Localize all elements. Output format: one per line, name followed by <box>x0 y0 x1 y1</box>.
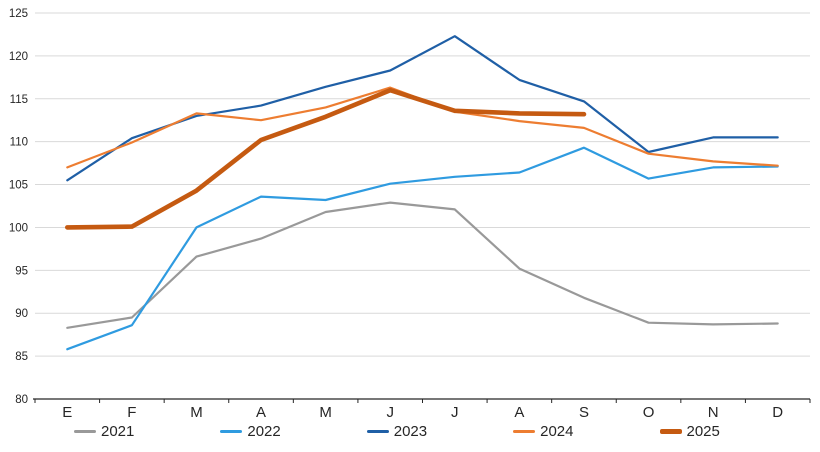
x-axis-label-M-4: M <box>319 404 332 421</box>
legend-item-2025: 2025 <box>659 423 720 440</box>
legend-swatch-2023 <box>366 430 389 433</box>
x-axis-label-F-1: F <box>127 404 136 421</box>
legend-label-2025: 2025 <box>686 423 720 440</box>
y-axis-label-90: 90 <box>15 308 28 320</box>
x-axis-label-N-10: N <box>708 404 719 421</box>
y-axis-label-110: 110 <box>10 137 28 149</box>
legend-swatch-2024 <box>513 430 536 433</box>
legend-swatch-2021 <box>74 430 96 433</box>
y-axis-label-100: 100 <box>9 222 28 234</box>
x-axis-label-A-7: A <box>514 404 524 421</box>
legend-item-2021: 2021 <box>74 424 134 439</box>
y-axis-label-125: 125 <box>9 8 28 20</box>
y-axis-label-115: 115 <box>10 94 28 106</box>
y-axis-label-95: 95 <box>15 265 28 277</box>
legend-label-2022: 2022 <box>247 423 281 440</box>
legend-item-2022: 2022 <box>220 423 281 440</box>
x-axis-label-D-11: D <box>772 404 783 421</box>
x-axis-label-J-6: J <box>451 404 459 421</box>
chart-legend: 2021 2022 2023 2024 2025 <box>74 424 720 439</box>
x-axis-label-S-8: S <box>579 404 589 421</box>
legend-label-2024: 2024 <box>540 423 574 440</box>
legend-item-2024: 2024 <box>513 423 574 440</box>
x-axis-label-O-9: O <box>643 404 655 421</box>
x-axis-label-J-5: J <box>386 404 394 421</box>
line-chart-canvas: 80 85 90 95 100 105 110 115 120 125 E F M A M J J A S O N D <box>9 8 811 421</box>
x-axis-label-A-3: A <box>256 404 266 421</box>
x-axis-label-E-0: E <box>62 404 72 421</box>
legend-label-2021: 2021 <box>101 423 135 440</box>
series-line-2023 <box>66 35 779 182</box>
y-axis-label-120: 120 <box>9 51 28 63</box>
series-line-2021 <box>66 201 779 329</box>
y-axis-label-85: 85 <box>15 351 28 363</box>
series-line-2025 <box>65 87 587 230</box>
y-axis-label-80: 80 <box>15 394 28 406</box>
legend-swatch-2022 <box>220 430 243 433</box>
legend-swatch-2025 <box>659 429 682 434</box>
x-axis-label-M-2: M <box>190 404 203 421</box>
legend-label-2023: 2023 <box>393 423 428 440</box>
legend-item-2023: 2023 <box>366 423 428 440</box>
y-axis-label-105: 105 <box>9 180 28 192</box>
series-line-2022 <box>66 146 779 351</box>
